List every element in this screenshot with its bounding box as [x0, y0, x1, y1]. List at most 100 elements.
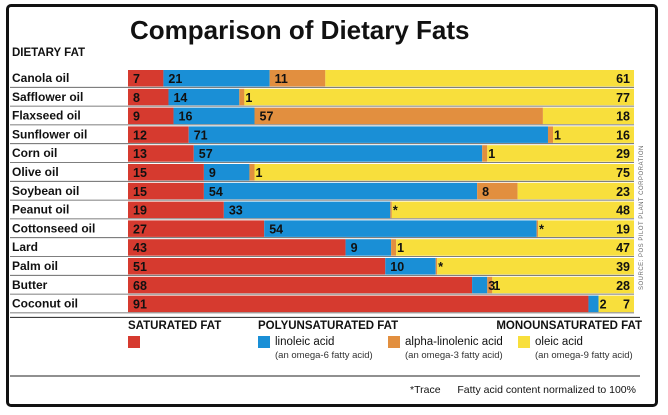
- row-label-soybean-oil: Soybean oil: [12, 184, 79, 198]
- legend-swatch-linoleic: [258, 336, 270, 348]
- row-label-cottonseed-oil: Cottonseed oil: [12, 221, 95, 235]
- bar-lard-saturated: [128, 239, 346, 256]
- row-label-corn-oil: Corn oil: [12, 146, 57, 160]
- bar-palm-oil-alpha_linolenic: [435, 258, 438, 275]
- row-label-peanut-oil: Peanut oil: [12, 203, 69, 217]
- bar-butter-alpha_linolenic: [487, 276, 493, 294]
- bar-palm-oil-oleic: [437, 258, 634, 275]
- bar-olive-oil-alpha_linolenic: [249, 164, 255, 181]
- value-label-coconut-oil-oleic: 7: [623, 298, 630, 312]
- bar-lard-linoleic: [345, 239, 392, 256]
- value-label-lard-oleic: 47: [616, 241, 630, 255]
- row-label-canola-oil: Canola oil: [12, 71, 69, 85]
- bar-olive-oil-saturated: [128, 164, 204, 181]
- value-label-corn-oil-alpha_linolenic: 1: [488, 147, 495, 161]
- value-label-flaxseed-oil-alpha_linolenic: 57: [260, 110, 274, 124]
- bar-sunflower-oil-alpha_linolenic: [547, 126, 554, 143]
- bar-peanut-oil-saturated: [128, 201, 224, 219]
- chart-title: Comparison of Dietary Fats: [130, 15, 470, 45]
- bar-canola-oil-saturated: [128, 70, 164, 87]
- bar-safflower-oil-linoleic: [168, 88, 240, 106]
- bar-flaxseed-oil-alpha_linolenic: [254, 107, 543, 125]
- value-label-peanut-oil-linoleic: 33: [229, 204, 243, 218]
- bar-cottonseed-oil-alpha_linolenic: [536, 220, 539, 237]
- value-label-olive-oil-alpha_linolenic: 1: [256, 166, 263, 180]
- bar-lard-oleic: [396, 239, 634, 256]
- bar-safflower-oil-alpha_linolenic: [239, 88, 245, 106]
- value-label-peanut-oil-oleic: 48: [616, 204, 630, 218]
- bar-butter-oleic: [492, 276, 634, 294]
- legend-label-oleic: oleic acid: [535, 336, 583, 348]
- value-label-soybean-oil-alpha_linolenic: 8: [482, 185, 489, 199]
- row-label-olive-oil: Olive oil: [12, 165, 59, 179]
- value-label-olive-oil-saturated: 15: [133, 166, 147, 180]
- value-label-palm-oil-linoleic: 10: [390, 260, 404, 274]
- value-label-butter-linoleic: 3: [488, 279, 495, 293]
- legend-group-polyunsaturated: POLYUNSATURATED FAT: [258, 320, 398, 332]
- value-label-cottonseed-oil-alpha_linolenic: *: [539, 222, 544, 236]
- row-label-sunflower-oil: Sunflower oil: [12, 127, 87, 141]
- footnote-normalized: Fatty acid content normalized to 100%: [457, 384, 636, 396]
- bar-cottonseed-oil-saturated: [128, 220, 265, 237]
- bar-lard-alpha_linolenic: [391, 239, 397, 256]
- row-label-coconut-oil: Coconut oil: [12, 297, 78, 311]
- bar-peanut-oil-linoleic: [223, 201, 391, 219]
- bar-canola-oil-alpha_linolenic: [269, 70, 326, 87]
- value-label-sunflower-oil-alpha_linolenic: 1: [554, 128, 561, 142]
- row-header: DIETARY FAT: [12, 47, 85, 59]
- value-label-corn-oil-linoleic: 57: [199, 147, 213, 161]
- bar-cottonseed-oil-linoleic: [264, 220, 537, 237]
- value-label-butter-oleic: 28: [616, 279, 630, 293]
- bar-corn-oil-oleic: [487, 145, 634, 162]
- bar-peanut-oil-oleic: [391, 201, 634, 219]
- bar-canola-oil-oleic: [325, 70, 634, 87]
- value-label-lard-saturated: 43: [133, 241, 147, 255]
- value-label-peanut-oil-alpha_linolenic: *: [393, 204, 398, 218]
- row-label-butter: Butter: [12, 278, 48, 292]
- value-label-olive-oil-oleic: 75: [616, 166, 630, 180]
- value-label-sunflower-oil-linoleic: 71: [194, 128, 208, 142]
- row-label-flaxseed-oil: Flaxseed oil: [12, 109, 81, 123]
- legend-swatch-alpha_linolenic: [388, 336, 400, 348]
- bar-coconut-oil-saturated: [128, 295, 589, 313]
- bar-soybean-oil-saturated: [128, 182, 204, 200]
- row-label-lard: Lard: [12, 240, 38, 254]
- bar-soybean-oil-alpha_linolenic: [477, 182, 518, 200]
- legend-swatch-oleic: [518, 336, 530, 348]
- bar-corn-oil-alpha_linolenic: [482, 145, 488, 162]
- bar-canola-oil-linoleic: [163, 70, 270, 87]
- bar-sunflower-oil-saturated: [128, 126, 189, 143]
- value-label-cottonseed-oil-oleic: 19: [616, 222, 630, 236]
- value-label-flaxseed-oil-saturated: 9: [133, 110, 140, 124]
- bar-safflower-oil-oleic: [244, 88, 634, 106]
- legend-label-linoleic: linoleic acid: [275, 336, 334, 348]
- bar-soybean-oil-oleic: [517, 182, 634, 200]
- value-label-sunflower-oil-saturated: 12: [133, 128, 147, 142]
- value-label-lard-alpha_linolenic: 1: [397, 241, 404, 255]
- value-label-sunflower-oil-oleic: 16: [616, 128, 630, 142]
- bar-sunflower-oil-oleic: [553, 126, 634, 143]
- bar-olive-oil-oleic: [254, 164, 634, 181]
- source-credit: SOURCE: POS PILOT PLANT CORPORATION: [639, 145, 645, 290]
- row-label-palm-oil: Palm oil: [12, 259, 58, 273]
- bar-sunflower-oil-linoleic: [188, 126, 548, 143]
- bar-soybean-oil-linoleic: [203, 182, 478, 200]
- value-label-corn-oil-oleic: 29: [616, 147, 630, 161]
- value-label-safflower-oil-oleic: 77: [616, 91, 630, 105]
- value-label-butter-saturated: 68: [133, 279, 147, 293]
- value-label-flaxseed-oil-oleic: 18: [616, 110, 630, 124]
- value-label-olive-oil-linoleic: 9: [209, 166, 216, 180]
- bar-peanut-oil-alpha_linolenic: [390, 201, 392, 219]
- value-label-coconut-oil-linoleic: 2: [600, 298, 607, 312]
- value-label-palm-oil-oleic: 39: [616, 260, 630, 274]
- value-label-flaxseed-oil-linoleic: 16: [179, 110, 193, 124]
- bar-butter-saturated: [128, 276, 473, 294]
- value-label-safflower-oil-saturated: 8: [133, 91, 140, 105]
- bar-palm-oil-linoleic: [385, 258, 436, 275]
- value-label-canola-oil-linoleic: 21: [168, 72, 182, 86]
- bar-flaxseed-oil-oleic: [542, 107, 634, 125]
- legend-group-saturated: SATURATED FAT: [128, 320, 221, 332]
- value-label-canola-oil-oleic: 61: [616, 72, 630, 86]
- bar-corn-oil-saturated: [128, 145, 194, 162]
